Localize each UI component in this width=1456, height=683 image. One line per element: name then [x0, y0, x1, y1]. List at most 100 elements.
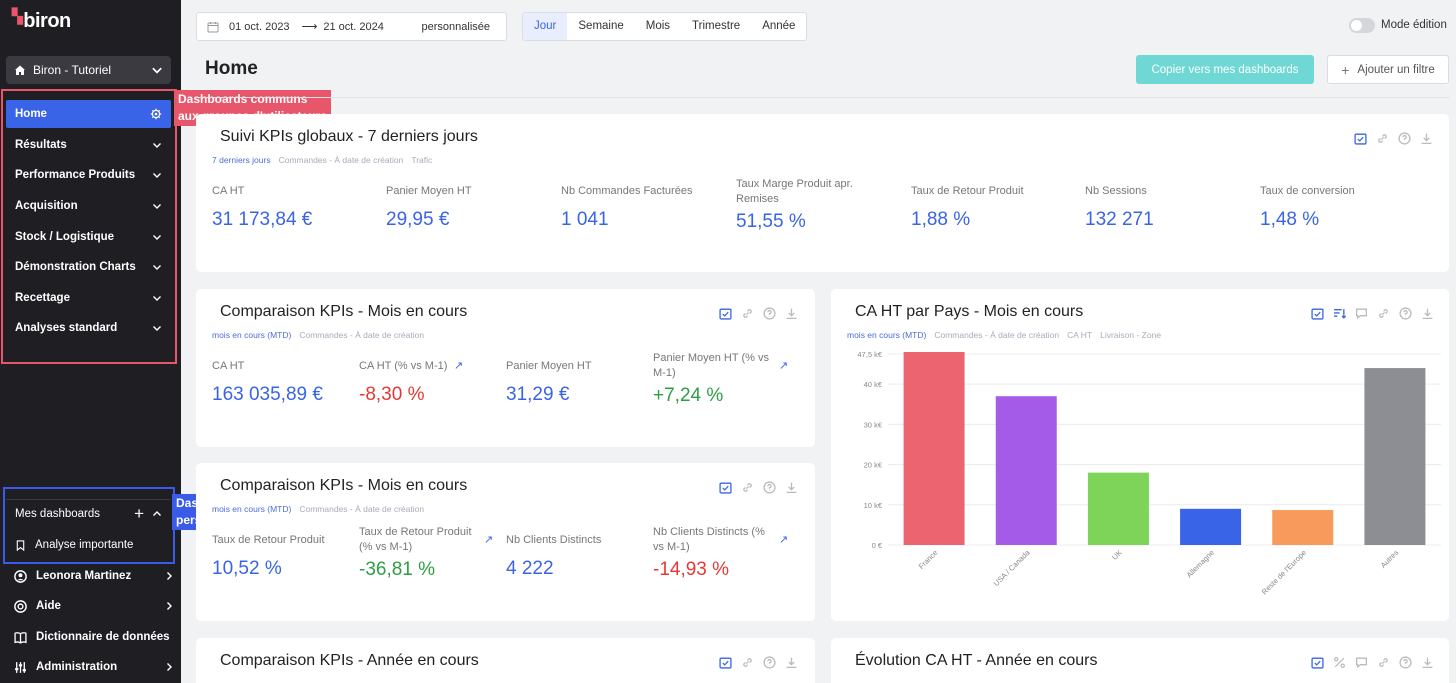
trend-icon[interactable]: ↗ [454, 360, 464, 372]
check-calendar-icon[interactable] [719, 656, 732, 669]
sort-icon[interactable] [1333, 307, 1346, 320]
help-menu[interactable]: Aide [14, 593, 174, 619]
kpi-value: 1,88 % [911, 209, 971, 230]
comment-icon[interactable] [1355, 307, 1368, 320]
tag-dimension: Livraison - Zone [1100, 330, 1162, 340]
x-tick-label: Reste de l'Europe [1260, 548, 1308, 596]
chevron-up-icon[interactable] [152, 509, 162, 519]
my-dashboards-label: Mes dashboards [15, 508, 101, 520]
help-circle-icon[interactable] [1399, 656, 1412, 669]
chevron-right-icon [167, 663, 172, 671]
granularity-mois[interactable]: Mois [645, 20, 671, 32]
edit-mode-toggle[interactable] [1349, 18, 1375, 33]
kpi-taux-retour: Taux de Retour Produit 1,88 % [911, 184, 1061, 231]
sidebar-item-demo-charts[interactable]: Démonstration Charts [6, 253, 171, 281]
chevron-down-icon [153, 173, 161, 178]
workspace-selector[interactable]: Biron - Tutoriel [6, 56, 171, 84]
card-actions [719, 656, 798, 669]
granularity-semaine[interactable]: Semaine [578, 20, 624, 32]
granularity-trimestre[interactable]: Trimestre [692, 20, 741, 32]
trend-icon[interactable]: ↗ [779, 360, 789, 372]
card-ca-par-pays: CA HT par Pays - Mois en cours mois en c… [831, 289, 1449, 621]
add-dashboard-icon[interactable]: + [134, 504, 144, 523]
help-circle-icon[interactable] [1399, 307, 1412, 320]
kpi-nb-clients-vs: Nb Clients Distincts (% vs M-1) -14,93 % [653, 525, 778, 581]
chevron-down-icon [153, 296, 161, 301]
check-calendar-icon[interactable] [719, 481, 732, 494]
bar-chart: 0 € 10 k€ 20 k€ 30 k€ 40 k€ 47,5 k€ France USA … [857, 350, 1441, 596]
app-logo[interactable]: ▚biron [12, 8, 71, 32]
link-icon[interactable] [1377, 307, 1390, 320]
sidebar-item-label: Home [15, 108, 47, 120]
download-icon[interactable] [1421, 307, 1434, 320]
trend-icon[interactable]: ↗ [779, 534, 789, 546]
sidebar-item-stock[interactable]: Stock / Logistique [6, 223, 171, 251]
chevron-down-icon [153, 204, 161, 209]
check-calendar-icon[interactable] [1311, 656, 1324, 669]
data-dictionary-link[interactable]: Dictionnaire de données [14, 624, 174, 650]
my-dashboard-label: Analyse importante [35, 539, 134, 551]
kpi-label: Taux de conversion [1260, 185, 1355, 197]
kpi-value: -8,30 % [359, 384, 425, 405]
granularity-selector: Jour Semaine Mois Trimestre Année [522, 12, 808, 41]
download-icon[interactable] [785, 481, 798, 494]
chevron-right-icon [167, 572, 172, 580]
my-dashboards-header[interactable]: Mes dashboards + [6, 500, 171, 528]
sidebar-item-label: Analyses standard [15, 322, 118, 334]
sidebar-item-acquisition[interactable]: Acquisition [6, 192, 171, 220]
kpi-label: Panier Moyen HT (% vs M-1) [653, 352, 769, 379]
card-title: Évolution CA HT - Année en cours [855, 652, 1098, 669]
x-tick-label: UK [1110, 548, 1124, 562]
gear-icon[interactable] [150, 108, 162, 120]
kpi-nb-commandes: Nb Commandes Facturées 1 041 [561, 184, 721, 231]
user-name: Leonora Martinez [36, 570, 132, 582]
sidebar-item-recettage[interactable]: Recettage [6, 284, 171, 312]
chevron-right-icon [167, 602, 172, 610]
help-circle-icon[interactable] [763, 656, 776, 669]
help-circle-icon[interactable] [763, 307, 776, 320]
my-dashboard-item[interactable]: Analyse importante [6, 531, 171, 559]
annotation-common-frame [1, 89, 177, 364]
comment-icon[interactable] [1355, 656, 1368, 669]
sidebar: ▚biron Biron - Tutoriel Home Résultats P… [0, 0, 181, 683]
kpi-nb-sessions: Nb Sessions 132 271 [1085, 184, 1235, 231]
bar [1364, 368, 1426, 545]
sidebar-item-performance[interactable]: Performance Produits [6, 161, 171, 189]
chevron-down-icon [153, 235, 161, 240]
link-icon[interactable] [741, 307, 754, 320]
link-icon[interactable] [1377, 656, 1390, 669]
trend-icon[interactable]: ↗ [484, 534, 494, 546]
download-icon[interactable] [1420, 132, 1433, 145]
tag-period: mois en cours (MTD) [212, 330, 292, 340]
granularity-annee[interactable]: Année [762, 20, 796, 32]
link-icon[interactable] [741, 656, 754, 669]
kpi-value: 10,52 % [212, 558, 282, 579]
kpi-panier-moyen: Panier Moyen HT 29,95 € [386, 184, 536, 231]
tag-metric: CA HT [1067, 330, 1093, 340]
copy-to-dashboards-button[interactable]: Copier vers mes dashboards [1136, 55, 1314, 84]
help-circle-icon[interactable] [763, 481, 776, 494]
link-icon[interactable] [741, 481, 754, 494]
check-calendar-icon[interactable] [719, 307, 732, 320]
user-menu[interactable]: Leonora Martinez [14, 563, 174, 589]
check-calendar-icon[interactable] [1354, 132, 1367, 145]
card-tags: mois en cours (MTD) Commandes - À date d… [212, 504, 424, 514]
link-icon[interactable] [1376, 132, 1389, 145]
help-circle-icon[interactable] [1398, 132, 1411, 145]
sidebar-item-home[interactable]: Home [6, 100, 171, 128]
sidebar-item-resultats[interactable]: Résultats [6, 131, 171, 159]
kpi-label: Taux de Retour Produit (% vs M-1) [359, 526, 472, 553]
download-icon[interactable] [1421, 656, 1434, 669]
download-icon[interactable] [785, 656, 798, 669]
sidebar-item-analyses[interactable]: Analyses standard [6, 314, 171, 342]
arrow-right-icon: ⟶ [301, 21, 318, 33]
administration-menu[interactable]: Administration [14, 654, 174, 680]
add-filter-button[interactable]: + Ajouter un filtre [1327, 55, 1449, 84]
date-range-picker[interactable]: 01 oct. 2023 ⟶ 21 oct. 2024 personnalisé… [196, 12, 507, 41]
tag-period: mois en cours (MTD) [212, 504, 292, 514]
sliders-icon [15, 661, 26, 673]
check-calendar-icon[interactable] [1311, 307, 1324, 320]
granularity-jour[interactable]: Jour [523, 13, 568, 40]
percent-icon[interactable] [1333, 656, 1346, 669]
download-icon[interactable] [785, 307, 798, 320]
